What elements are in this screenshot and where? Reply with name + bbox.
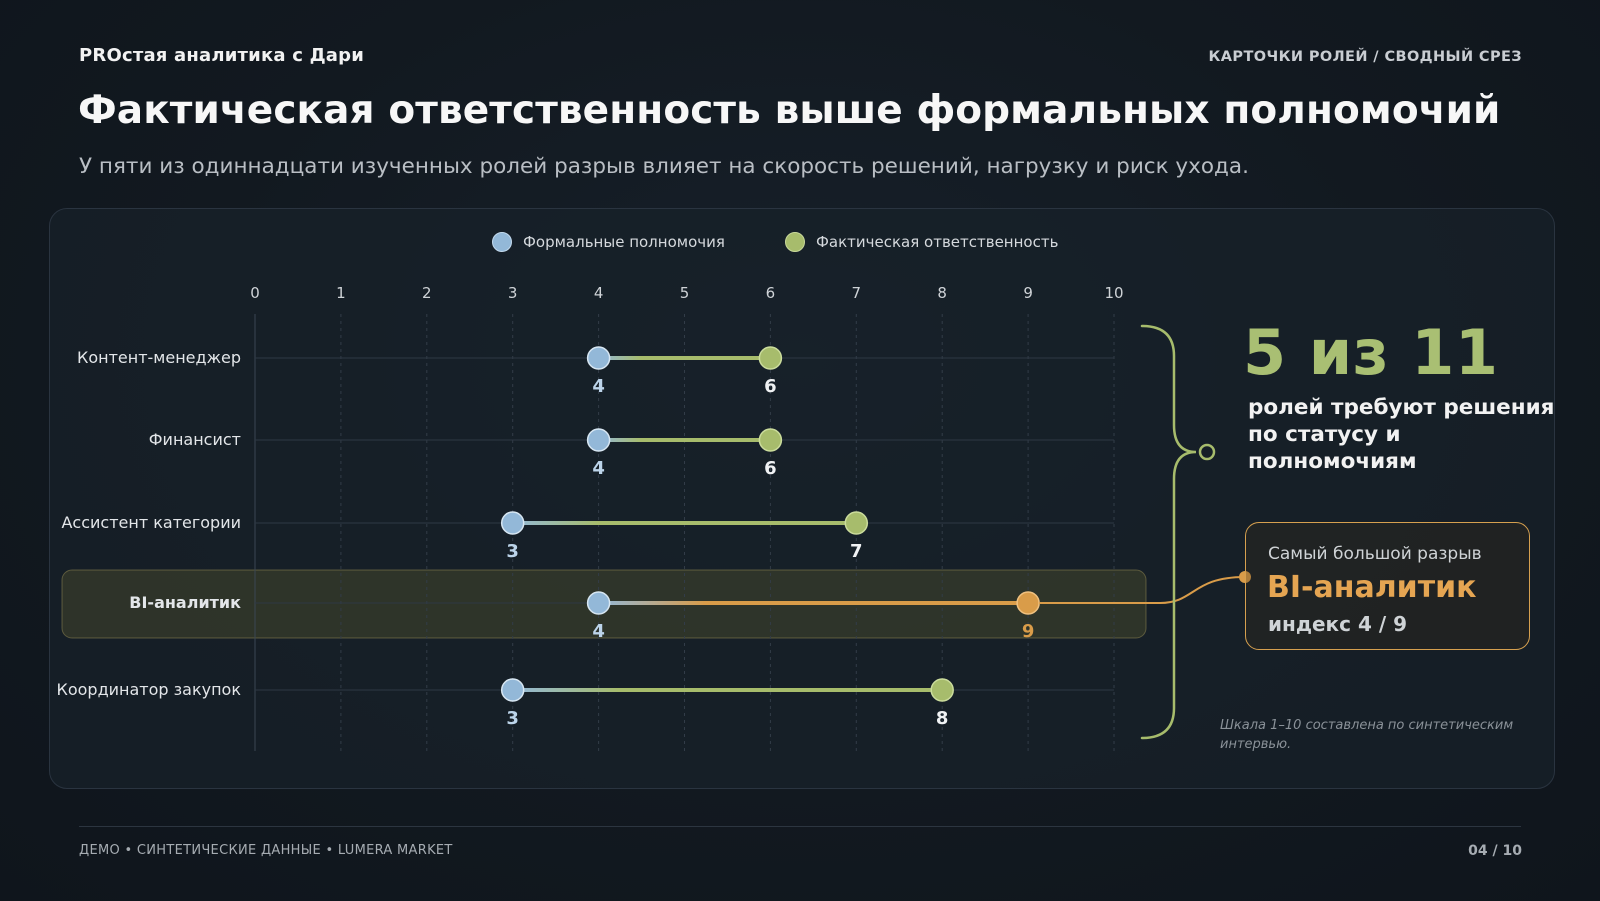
brand-title: PROстая аналитика с Дари bbox=[79, 45, 365, 66]
scale-note: Шкала 1–10 составлена по синтетическим и… bbox=[1220, 718, 1514, 752]
largest-gap-card: Самый большой разрыв BI-аналитик индекс … bbox=[1245, 522, 1530, 650]
point-actual bbox=[1016, 591, 1040, 615]
category-label: Финансист bbox=[149, 430, 241, 449]
legend-dot-formal-icon bbox=[492, 232, 512, 252]
data-label-formal: 4 bbox=[592, 621, 605, 642]
x-tick-label-10: 10 bbox=[1104, 284, 1123, 302]
data-label-formal: 3 bbox=[506, 708, 519, 729]
footer-label: ДЕМО • СИНТЕТИЧЕСКИЕ ДАННЫЕ • LUMERA MAR… bbox=[79, 843, 453, 858]
gap-card-label: Самый большой разрыв bbox=[1268, 544, 1482, 564]
point-actual bbox=[844, 511, 869, 535]
x-tick-label-4: 4 bbox=[594, 284, 604, 302]
data-label-actual: 9 bbox=[1022, 621, 1035, 642]
gap-card-role: BI-аналитик bbox=[1267, 570, 1477, 605]
data-label-formal: 4 bbox=[592, 376, 605, 397]
legend-item-formal: Формальные полномочия bbox=[492, 232, 725, 252]
category-label: Координатор закупок bbox=[56, 680, 241, 699]
section-tag: КАРТОЧКИ РОЛЕЙ / СВОДНЫЙ СРЕЗ bbox=[1208, 49, 1522, 65]
point-actual bbox=[758, 428, 783, 452]
data-label-actual: 7 bbox=[850, 541, 863, 562]
x-tick-label-2: 2 bbox=[422, 284, 432, 302]
data-label-actual: 8 bbox=[936, 708, 949, 729]
x-tick-label-0: 0 bbox=[250, 284, 260, 302]
x-tick-label-5: 5 bbox=[680, 284, 690, 302]
category-label: Контент-менеджер bbox=[77, 348, 241, 367]
legend-label-formal: Формальные полномочия bbox=[523, 233, 725, 251]
page-subtitle: У пяти из одиннадцати изученных ролей ра… bbox=[79, 154, 1249, 179]
legend-item-actual: Фактическая ответственность bbox=[785, 232, 1058, 252]
point-formal bbox=[586, 346, 611, 370]
x-tick-label-1: 1 bbox=[336, 284, 346, 302]
x-tick-label-8: 8 bbox=[937, 284, 947, 302]
big-stat: 5 из 11 bbox=[1243, 316, 1499, 389]
category-label: Ассистент категории bbox=[61, 513, 241, 532]
brace-dot bbox=[1198, 443, 1216, 461]
point-actual bbox=[930, 678, 954, 702]
summary-brace bbox=[1140, 324, 1197, 740]
point-formal bbox=[586, 591, 611, 615]
data-label-actual: 6 bbox=[764, 458, 777, 479]
stat-description: ролей требуют решения по статусу и полно… bbox=[1248, 395, 1555, 474]
gap-card-index: индекс 4 / 9 bbox=[1268, 612, 1408, 636]
legend-dot-actual-icon bbox=[785, 232, 805, 252]
category-label: BI-аналитик bbox=[129, 593, 241, 612]
point-formal bbox=[500, 511, 525, 535]
x-tick-label-6: 6 bbox=[766, 284, 776, 302]
point-formal bbox=[500, 678, 525, 702]
x-tick-label-7: 7 bbox=[852, 284, 862, 302]
x-tick-label-3: 3 bbox=[508, 284, 518, 302]
footer-divider bbox=[79, 826, 1521, 827]
data-label-formal: 4 bbox=[592, 458, 605, 479]
legend-label-actual: Фактическая ответственность bbox=[816, 233, 1059, 251]
x-tick-label-9: 9 bbox=[1023, 284, 1033, 302]
data-label-actual: 6 bbox=[764, 376, 777, 397]
chart-card bbox=[49, 208, 1555, 789]
page-number: 04 / 10 bbox=[1468, 843, 1522, 859]
highlight-connector bbox=[1039, 576, 1246, 604]
data-label-formal: 3 bbox=[506, 541, 519, 562]
point-actual bbox=[758, 346, 783, 370]
page-title: Фактическая ответственность выше формаль… bbox=[78, 88, 1501, 133]
point-formal bbox=[586, 428, 611, 452]
